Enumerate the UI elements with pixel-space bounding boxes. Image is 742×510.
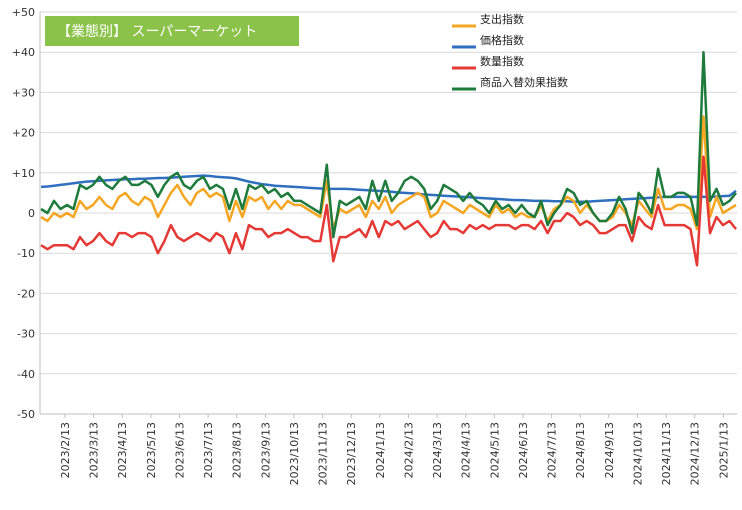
x-tick-label: 2024/9/13 [603, 422, 616, 478]
x-tick-label: 2023/8/13 [231, 422, 244, 478]
chart-title: 【業態別】 スーパーマーケット [45, 16, 299, 46]
series-line-3 [40, 50, 737, 239]
x-tick-label: 2025/1/13 [717, 422, 730, 478]
x-tick-label: 2023/5/13 [145, 422, 158, 478]
x-tick-label: 2024/12/13 [689, 422, 702, 485]
x-axis: 2023/2/13 2023/3/13 2023/4/13 2023/5/13 2023… [40, 413, 737, 485]
legend-label: 価格指数 [480, 33, 524, 47]
x-tick-label: 2024/1/13 [374, 422, 387, 478]
series-lines [40, 50, 737, 267]
y-tick-label: +30 [12, 86, 35, 99]
y-tick-label: 0 [28, 207, 35, 220]
x-tick-label: 2024/4/13 [460, 422, 473, 478]
chart-title-text: 【業態別】 スーパーマーケット [57, 24, 257, 40]
series-line-2 [40, 155, 737, 267]
y-tick-label: +50 [12, 6, 35, 19]
x-tick-label: 2023/3/13 [88, 422, 101, 478]
x-tick-label: 2023/6/13 [173, 422, 186, 478]
y-tick-label: -10 [17, 247, 35, 260]
legend-label: 支出指数 [480, 12, 524, 26]
y-axis: -50 -40 -30 -20 -10 0 +10 +20 +30 +40 +50 [12, 6, 41, 421]
y-tick-label: +20 [12, 127, 35, 140]
x-tick-label: 2024/3/13 [431, 422, 444, 478]
legend-label: 数量指数 [480, 54, 524, 68]
x-tick-label: 2023/2/13 [59, 422, 72, 478]
x-tick-label: 2023/10/13 [288, 422, 301, 485]
chart-title-background [45, 16, 299, 46]
x-tick-label: 2023/4/13 [116, 422, 129, 478]
y-tick-label: -50 [17, 408, 35, 421]
y-tick-label: -20 [17, 287, 35, 300]
x-tick-label: 2024/2/13 [402, 422, 415, 478]
x-tick-label: 2023/7/13 [202, 422, 215, 478]
y-tick-label: -40 [17, 368, 35, 381]
y-tick-label: +40 [12, 46, 35, 59]
gridlines [40, 11, 737, 415]
x-tick-label: 2024/10/13 [631, 422, 644, 485]
x-tick-label: 2023/12/13 [345, 422, 358, 485]
series-line-0 [40, 115, 737, 231]
x-tick-label: 2024/5/13 [488, 422, 501, 478]
x-tick-label: 2024/7/13 [546, 422, 559, 478]
x-tick-label: 2024/6/13 [517, 422, 530, 478]
y-tick-label: +10 [12, 167, 35, 180]
y-tick-label: -30 [17, 328, 35, 341]
legend-label: 商品入替効果指数 [480, 75, 568, 89]
x-tick-label: 2023/11/13 [317, 422, 330, 485]
x-tick-label: 2023/9/13 [259, 422, 272, 478]
x-tick-label: 2024/11/13 [660, 422, 673, 485]
x-tick-label: 2024/8/13 [574, 422, 587, 478]
